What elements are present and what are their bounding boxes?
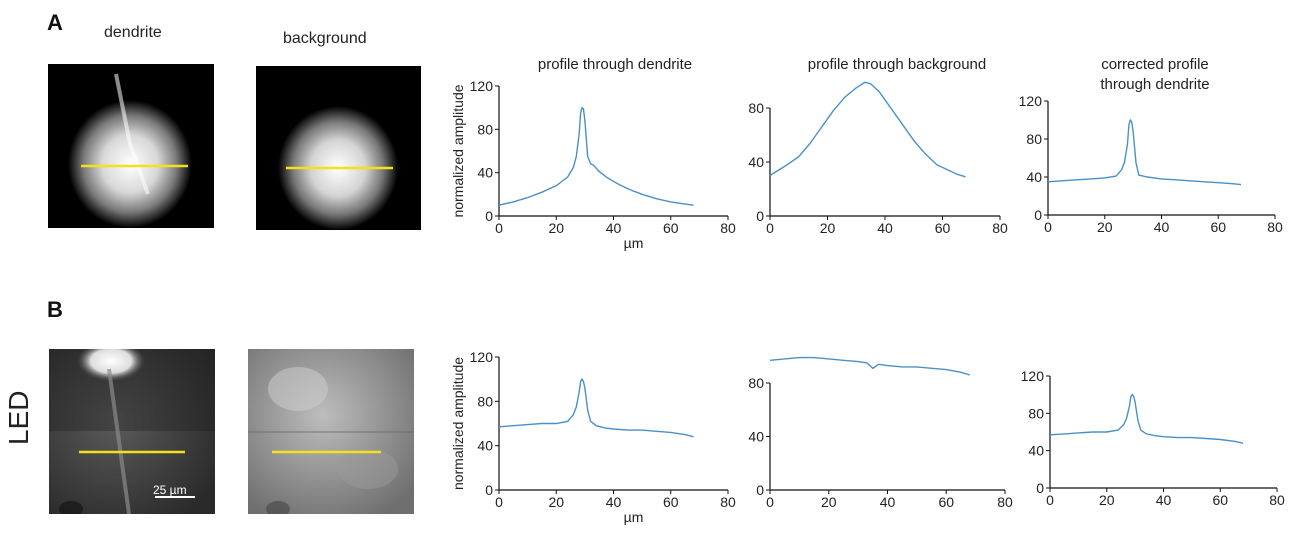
x-tick-label: 80 — [720, 494, 736, 510]
x-tick-label: 40 — [1154, 219, 1170, 235]
x-tick-label: 0 — [766, 494, 774, 510]
image-background-b-art — [248, 349, 414, 514]
y-tick-label: 0 — [485, 208, 493, 224]
chart-title-dendrite: profile through dendrite — [537, 56, 693, 73]
series-line — [769, 356, 971, 376]
y-tick-label: 80 — [748, 100, 764, 116]
x-tick-label: 20 — [821, 494, 837, 510]
x-tick-label: 20 — [1097, 219, 1113, 235]
y-tick-label: 0 — [756, 208, 764, 224]
y-tick-label: 40 — [748, 154, 764, 170]
x-tick-label: 60 — [1212, 492, 1228, 508]
y-tick-label: 0 — [485, 482, 493, 498]
x-tick-label: 20 — [548, 220, 564, 236]
x-tick-label: 40 — [606, 220, 622, 236]
x-tick-label: 60 — [663, 494, 679, 510]
image-background-a — [256, 66, 421, 230]
x-tick-label: 40 — [877, 220, 893, 236]
panel-letter-a: A — [47, 10, 63, 35]
y-tick-label: 0 — [1036, 480, 1044, 496]
image-dendrite-a-art — [68, 73, 192, 228]
x-tick-label: 80 — [992, 220, 1008, 236]
y-tick-label: 80 — [748, 375, 764, 391]
y-tick-label: 40 — [1026, 169, 1042, 185]
x-tick-label: 60 — [663, 220, 679, 236]
x-tick-label: 80 — [720, 220, 736, 236]
series-line — [498, 106, 694, 206]
x-tick-label: 80 — [1269, 492, 1285, 508]
x-tick-label: 20 — [548, 494, 564, 510]
image-dendrite-b — [49, 349, 215, 514]
x-tick-label: 80 — [1267, 219, 1283, 235]
chart-title-background: profile through background — [807, 56, 987, 73]
image-label-background: background — [283, 30, 367, 47]
x-tick-label: 60 — [935, 220, 951, 236]
y-tick-label: 80 — [1028, 405, 1044, 421]
series-line — [769, 81, 966, 178]
x-tick-label: 40 — [880, 494, 896, 510]
chart-title-corrected: corrected profile through dendrite — [1100, 56, 1210, 93]
series-line — [1049, 393, 1244, 444]
y-tick-label: 120 — [470, 349, 494, 365]
x-tick-label: 0 — [495, 494, 503, 510]
y-tick-label: 80 — [477, 121, 493, 137]
x-tick-label: 40 — [606, 494, 622, 510]
y-tick-label: 40 — [477, 165, 493, 181]
y-tick-label: 40 — [748, 429, 764, 445]
image-dendrite-b-art — [49, 349, 215, 514]
y-tick-label: 40 — [1028, 443, 1044, 459]
x-tick-label: 0 — [1046, 492, 1054, 508]
series-line — [1047, 118, 1242, 186]
y-tick-label: 40 — [477, 438, 493, 454]
y-axis-label: normalized amplitude — [450, 84, 466, 217]
x-tick-label: 0 — [766, 220, 774, 236]
panel-letter-b: B — [47, 297, 63, 322]
x-tick-label: 80 — [997, 494, 1013, 510]
x-tick-label: 0 — [1044, 219, 1052, 235]
x-tick-label: 60 — [1210, 219, 1226, 235]
y-tick-label: 120 — [1021, 368, 1045, 384]
image-background-b — [248, 349, 414, 514]
y-axis-label: normalized amplitude — [450, 357, 466, 490]
x-axis-label: µm — [624, 509, 644, 525]
x-tick-label: 0 — [495, 220, 503, 236]
y-tick-label: 120 — [470, 78, 494, 94]
image-dendrite-a — [48, 64, 214, 228]
x-tick-label: 20 — [820, 220, 836, 236]
y-tick-label: 80 — [477, 393, 493, 409]
scalebar-label: 25 µm — [153, 483, 187, 497]
y-tick-label: 80 — [1026, 131, 1042, 147]
image-label-dendrite: dendrite — [104, 24, 162, 41]
y-tick-label: 0 — [1034, 207, 1042, 223]
x-tick-label: 60 — [938, 494, 954, 510]
y-tick-label: 0 — [756, 482, 764, 498]
x-tick-label: 40 — [1156, 492, 1172, 508]
image-background-a-art — [278, 106, 398, 230]
x-axis-label: µm — [624, 235, 644, 251]
y-tick-label: 120 — [1019, 93, 1043, 109]
x-tick-label: 20 — [1099, 492, 1115, 508]
series-line — [498, 377, 694, 438]
